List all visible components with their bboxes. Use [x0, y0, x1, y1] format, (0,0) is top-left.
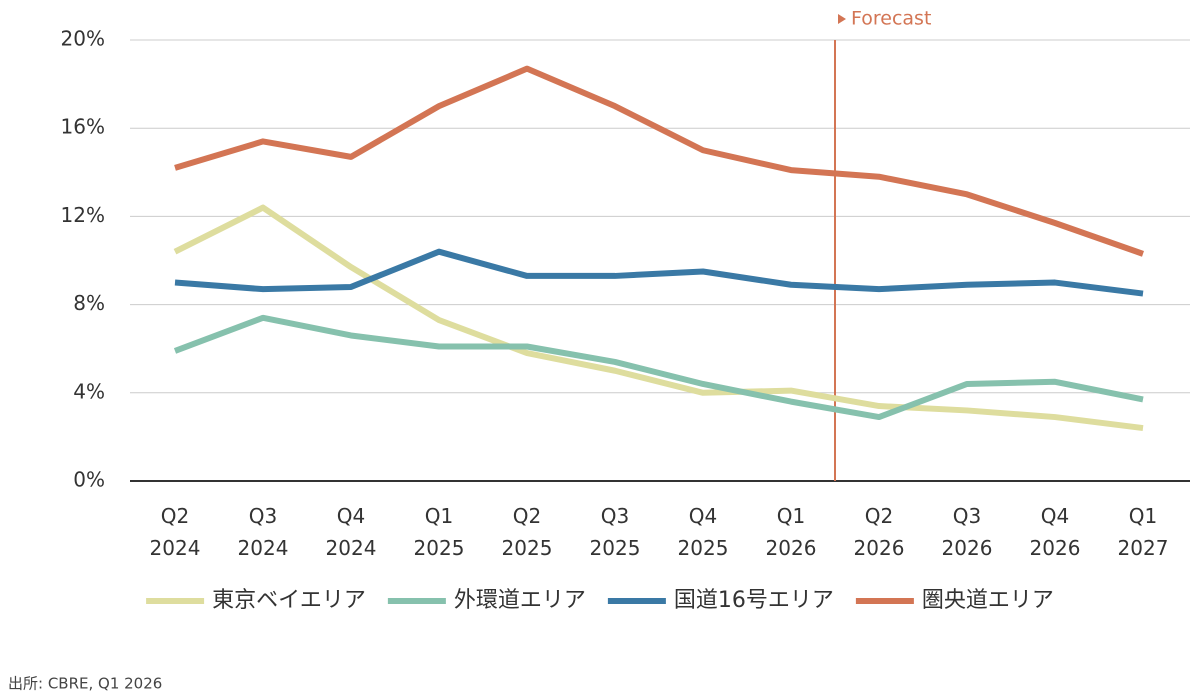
x-tick-label: Q4 2026	[1030, 504, 1081, 560]
x-tick-label: Q2 2024	[150, 504, 201, 560]
legend-label: 圏央道エリア	[922, 588, 1054, 613]
forecast-arrow	[838, 14, 846, 24]
y-tick-label: 12%	[61, 203, 105, 227]
x-tick-label: Q3 2026	[942, 504, 993, 560]
x-tick-label: Q4 2024	[326, 504, 377, 560]
x-tick-label: Q2 2025	[502, 504, 553, 560]
y-tick-label: 4%	[73, 379, 105, 403]
series-line	[174, 65, 1144, 257]
forecast-label: Forecast	[851, 8, 931, 30]
y-tick-label: 20%	[61, 27, 105, 51]
x-tick-label: Q1 2027	[1118, 504, 1169, 560]
source-note: 出所: CBRE, Q1 2026	[8, 675, 162, 693]
x-tick-label: Q2 2026	[854, 504, 905, 560]
series-line	[173, 314, 1144, 421]
x-tick-label: Q3 2024	[238, 504, 289, 560]
series-line	[173, 204, 1144, 432]
legend-label: 東京ベイエリア	[212, 588, 366, 613]
x-tick-label: Q1 2025	[414, 504, 465, 560]
y-tick-label: 8%	[73, 291, 105, 315]
y-tick-label: 16%	[61, 115, 105, 139]
y-tick-label: 0%	[73, 468, 105, 492]
legend-label: 外環道エリア	[454, 588, 586, 613]
x-tick-label: Q1 2026	[766, 504, 817, 560]
legend-label: 国道16号エリア	[674, 588, 834, 613]
x-tick-label: Q3 2025	[590, 504, 641, 560]
x-tick-label: Q4 2025	[678, 504, 729, 560]
series-line	[174, 248, 1144, 297]
